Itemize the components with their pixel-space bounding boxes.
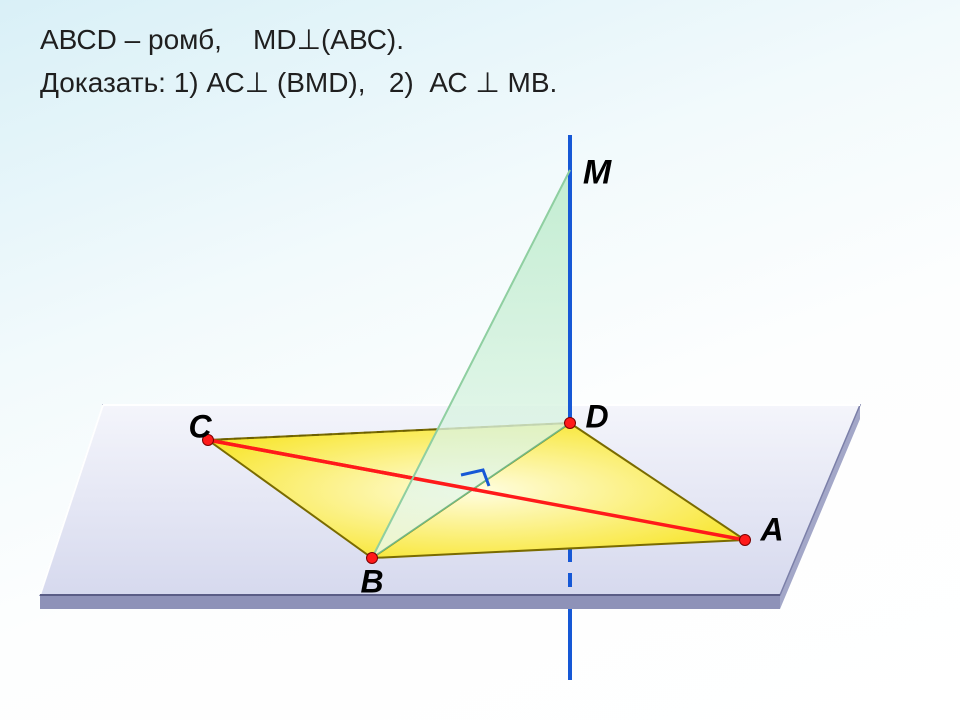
plane-side [40,595,780,609]
stage: АВСD – ромб, МD⊥(АВС). Доказать: 1) АС⊥ … [0,0,960,720]
label-b: B [360,564,383,601]
geometry-diagram [0,0,960,720]
label-c: C [188,409,211,446]
point-a [740,535,751,546]
label-a: A [760,512,783,549]
label-d: D [585,399,608,436]
point-b [367,553,378,564]
label-m: M [583,154,611,193]
point-d [565,418,576,429]
